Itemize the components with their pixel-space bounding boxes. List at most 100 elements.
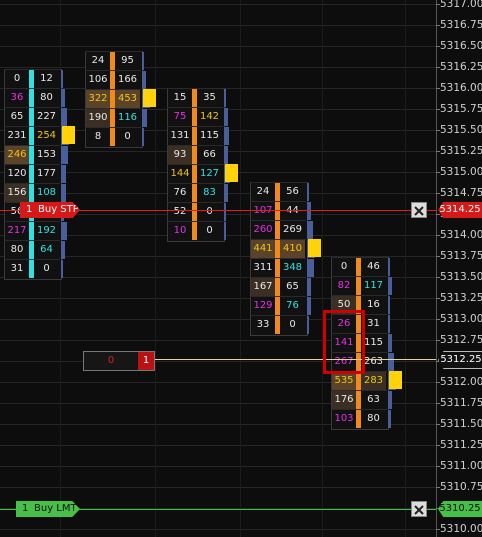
price-tick-label: 5310.75: [440, 481, 482, 493]
ask-volume-cell: 117: [361, 276, 386, 295]
bid-volume-cell: 167: [251, 277, 275, 296]
bid-volume-cell: 65: [5, 107, 29, 126]
volume-profile-bar: [61, 70, 63, 88]
price-tick-mark: [436, 151, 440, 152]
footprint-chart[interactable]: 0 12 36 80 65 227 231 254 246 153 120 177 156 108 56 21…: [0, 0, 436, 537]
row-separator: [167, 202, 223, 203]
ask-volume-cell: 166: [115, 70, 140, 89]
ask-volume-cell: 12: [34, 69, 59, 88]
price-tick-label: 5313.50: [440, 271, 482, 283]
ask-volume-cell: 95: [115, 51, 140, 70]
price-tick-mark: [436, 466, 440, 467]
price-tick-label: 5313.00: [440, 313, 482, 325]
ask-volume-cell: 108: [34, 183, 59, 202]
footprint-cluster[interactable]: 15 35 75 142 131 115 93 66 144 127 76 83 52 0 10 0: [167, 88, 263, 240]
volume-profile-bar: [61, 165, 66, 183]
price-tick-mark: [436, 235, 440, 236]
volume-profile-bar: [388, 315, 390, 333]
buy-stop-tag[interactable]: 1 Buy STP: [20, 202, 80, 218]
buy-limit-tag[interactable]: 1 Buy LMT: [16, 501, 80, 517]
bid-volume-cell: 0: [5, 69, 29, 88]
row-separator: [250, 220, 306, 221]
volume-profile-bar: [142, 52, 144, 70]
volume-profile-bar: [224, 184, 228, 202]
price-tick-mark: [436, 46, 440, 47]
price-axis[interactable]: [436, 0, 482, 537]
ask-volume-cell: 254: [34, 126, 59, 145]
price-tick-label: 5311.25: [440, 439, 482, 451]
price-tick-label: 5316.50: [440, 40, 482, 52]
price-tick-mark: [436, 277, 440, 278]
bid-volume-cell: 156: [5, 183, 29, 202]
price-tick-mark: [436, 382, 440, 383]
ask-volume-cell: 142: [197, 107, 222, 126]
cancel-stop-order-button[interactable]: [411, 202, 427, 218]
bid-volume-cell: 24: [86, 51, 110, 70]
row-separator: [250, 258, 306, 259]
ask-volume-cell: 83: [197, 183, 222, 202]
volume-profile-bar: [307, 183, 309, 201]
row-separator: [4, 183, 60, 184]
bid-volume-cell: 144: [168, 164, 192, 183]
price-tick-mark: [436, 214, 440, 215]
row-separator: [250, 296, 306, 297]
price-tick-label: 5315.75: [440, 103, 482, 115]
bid-volume-cell: 176: [332, 390, 356, 409]
ask-volume-cell: 80: [34, 88, 59, 107]
highlight-selection-box: [323, 310, 365, 374]
volume-profile-bar: [388, 353, 394, 371]
ask-volume-cell: 56: [280, 182, 305, 201]
row-separator: [331, 295, 387, 296]
ask-volume-cell: 153: [34, 145, 59, 164]
bid-volume-cell: 217: [5, 221, 29, 240]
price-tick-mark: [436, 172, 440, 173]
bid-volume-cell: 36: [5, 88, 29, 107]
row-separator: [85, 127, 141, 128]
ask-volume-cell: 0: [34, 259, 59, 278]
volume-profile-bar: [61, 146, 68, 164]
last-price-label: 5312.25: [438, 351, 482, 369]
bid-volume-cell: 120: [5, 164, 29, 183]
volume-profile-bar: [307, 259, 314, 277]
price-tick-label: 5316.00: [440, 82, 482, 94]
volume-profile-bar: [307, 221, 313, 239]
bid-volume-cell: 8: [86, 127, 110, 146]
price-tick-label: 5312.00: [440, 376, 482, 388]
volume-profile-bar: [224, 222, 226, 240]
ask-volume-cell: 177: [34, 164, 59, 183]
bid-volume-cell: 52: [168, 202, 192, 221]
price-tick-mark: [436, 529, 440, 530]
buy-limit-label: Buy LMT: [34, 501, 77, 517]
price-tick-mark: [436, 25, 440, 26]
volume-profile-bar: [307, 297, 311, 315]
row-separator: [4, 107, 60, 108]
row-separator: [167, 145, 223, 146]
ask-volume-cell: 64: [34, 240, 59, 259]
row-separator: [85, 70, 141, 71]
bid-volume-cell: 80: [5, 240, 29, 259]
bid-volume-cell: 76: [168, 183, 192, 202]
point-of-control-marker: [308, 239, 321, 257]
volume-profile-bar: [307, 202, 311, 220]
price-tick-mark: [436, 319, 440, 320]
row-separator: [167, 107, 223, 108]
position-widget[interactable]: 0 1: [83, 351, 155, 371]
row-separator: [4, 240, 60, 241]
price-tick-label: 5313.25: [440, 292, 482, 304]
row-separator: [250, 182, 306, 183]
price-tick-label: 5314.75: [440, 187, 482, 199]
row-separator: [331, 390, 387, 391]
row-separator: [85, 89, 141, 90]
bid-volume-cell: 129: [251, 296, 275, 315]
price-tick-mark: [436, 445, 440, 446]
cancel-limit-order-button[interactable]: [411, 501, 427, 517]
volume-profile-bar: [388, 296, 390, 314]
price-tick-label: 5312.75: [440, 334, 482, 346]
bid-volume-cell: 31: [5, 259, 29, 278]
price-tick-label: 5313.75: [440, 250, 482, 262]
row-separator: [167, 88, 223, 89]
volume-profile-bar: [61, 89, 65, 107]
bid-volume-cell: 106: [86, 70, 110, 89]
volume-profile-bar: [61, 260, 63, 278]
row-separator: [167, 164, 223, 165]
